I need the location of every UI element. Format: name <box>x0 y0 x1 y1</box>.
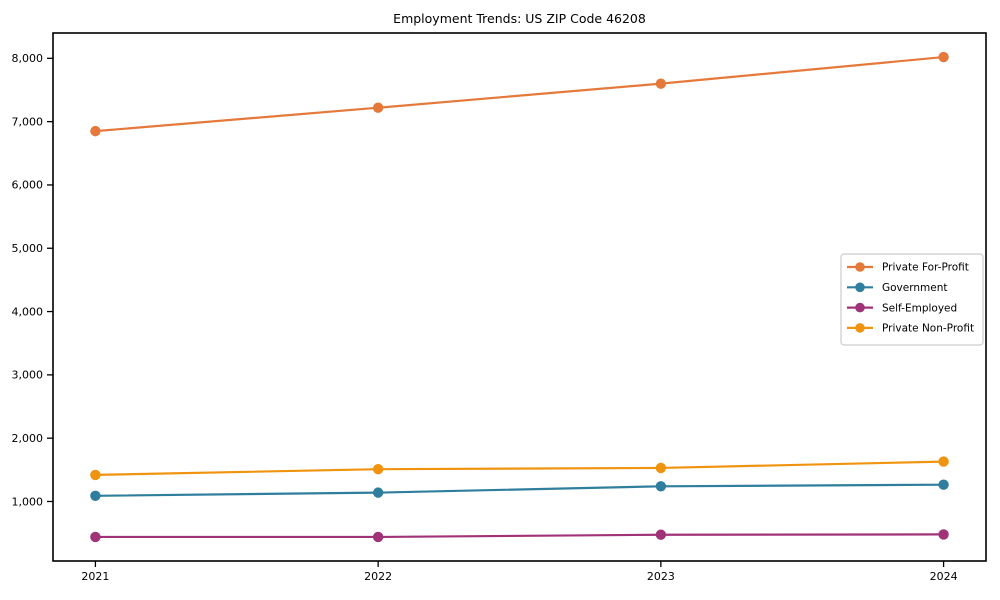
y-tick-label: 3,000 <box>12 369 44 382</box>
data-point-government-2022 <box>372 487 384 498</box>
y-tick-label: 6,000 <box>12 179 44 192</box>
legend-label: Government <box>882 282 947 294</box>
legend-marker-swatch <box>855 282 865 293</box>
y-tick-label: 5,000 <box>12 242 44 255</box>
legend-item-government: Government <box>847 282 947 294</box>
data-point-self-employed-2024 <box>938 529 949 540</box>
x-tick-label-2023: 2023 <box>647 570 675 583</box>
data-point-self-employed-2021 <box>90 531 101 543</box>
data-point-private-non-profit-2024 <box>938 456 949 467</box>
x-tick-label-2022: 2022 <box>364 570 392 583</box>
data-point-private-for-profit-2022 <box>372 102 384 113</box>
series-line-government <box>94 483 945 497</box>
legend-item-private-non-profit: Private Non-Profit <box>847 323 974 335</box>
y-tick-label: 8,000 <box>12 52 44 65</box>
legend-label: Self-Employed <box>882 302 957 314</box>
data-point-private-non-profit-2021 <box>90 469 101 481</box>
data-point-self-employed-2023 <box>655 529 667 540</box>
chart-title: Employment Trends: US ZIP Code 46208 <box>393 11 646 26</box>
legend-marker-swatch <box>855 302 865 313</box>
data-point-private-non-profit-2022 <box>372 464 384 475</box>
legend-item-self-employed: Self-Employed <box>847 302 957 314</box>
series-line-private-non-profit <box>94 460 945 476</box>
data-point-self-employed-2022 <box>372 531 384 543</box>
legend-marker-swatch <box>855 262 865 272</box>
data-point-private-non-profit-2023 <box>655 462 667 474</box>
y-tick-label: 2,000 <box>12 432 44 445</box>
y-tick-label: 1,000 <box>12 495 44 508</box>
x-tick-label-2021: 2021 <box>81 570 109 583</box>
series-line-private-for-profit <box>94 55 945 133</box>
y-tick-label: 7,000 <box>12 115 44 128</box>
legend-box <box>840 253 984 346</box>
series-line-self-employed <box>94 533 945 539</box>
legend-label: Private For-Profit <box>882 262 969 274</box>
x-tick-label-2024: 2024 <box>930 570 958 583</box>
legend-marker-swatch <box>855 323 865 333</box>
data-point-government-2021 <box>90 490 101 501</box>
data-point-private-for-profit-2021 <box>90 125 101 137</box>
data-point-government-2023 <box>655 481 667 492</box>
plot-frame <box>52 32 987 562</box>
y-tick-label: 4,000 <box>12 305 44 318</box>
data-point-private-for-profit-2024 <box>938 51 949 63</box>
data-point-government-2024 <box>938 479 949 490</box>
legend-label: Private Non-Profit <box>882 323 974 335</box>
legend-item-private-for-profit: Private For-Profit <box>847 262 969 274</box>
data-point-private-for-profit-2023 <box>655 78 667 89</box>
